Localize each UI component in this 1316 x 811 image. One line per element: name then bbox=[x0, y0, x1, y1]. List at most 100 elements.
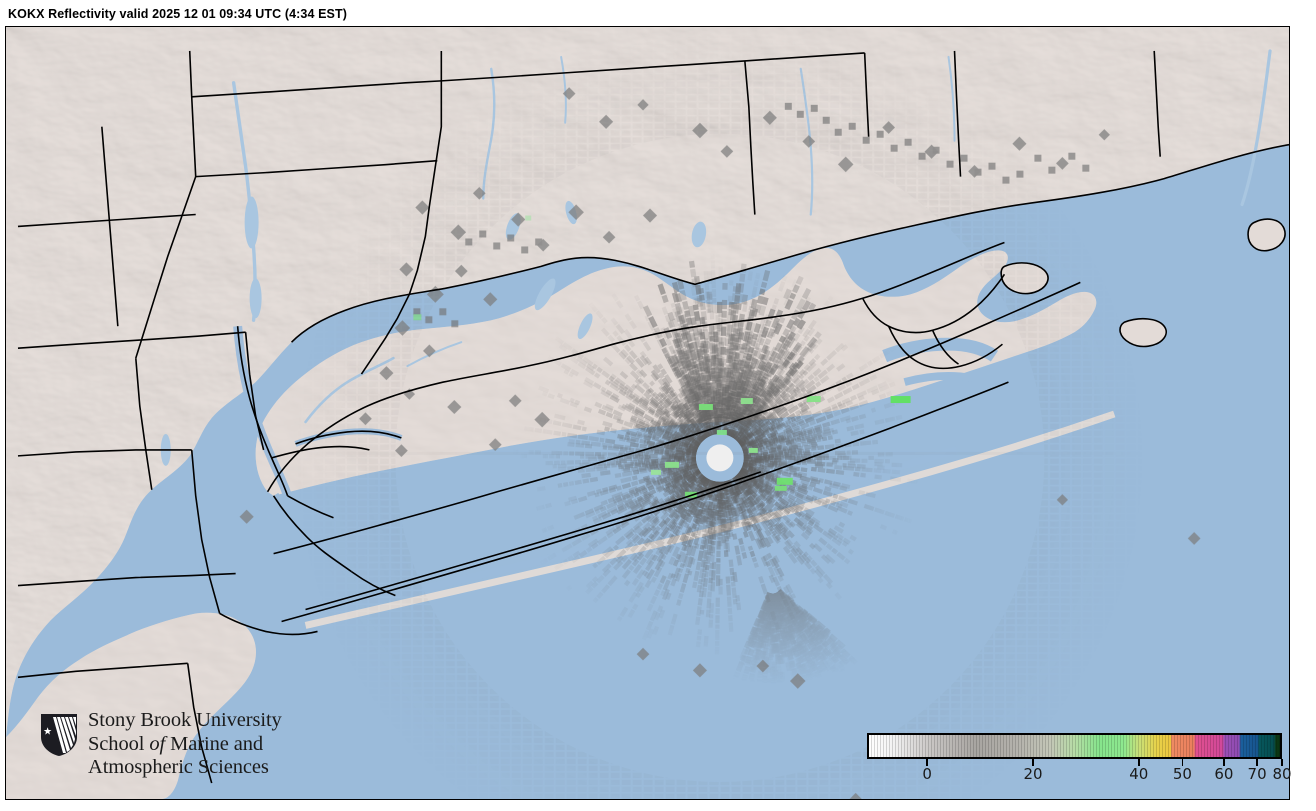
radar-gate bbox=[683, 522, 690, 529]
radar-gate bbox=[630, 415, 638, 422]
radar-gate bbox=[621, 491, 629, 499]
radar-gate bbox=[829, 482, 840, 490]
radar-gate bbox=[699, 544, 705, 550]
radar-gate bbox=[685, 427, 693, 435]
radar-gate bbox=[718, 514, 723, 524]
radar-gate bbox=[856, 464, 866, 469]
radar-gate bbox=[646, 568, 655, 580]
radar-gate bbox=[885, 452, 893, 457]
radar-gate bbox=[837, 455, 842, 460]
radar-gate bbox=[634, 496, 645, 505]
radar-gate bbox=[554, 460, 560, 466]
radar-gate bbox=[647, 408, 656, 416]
radar-gate bbox=[596, 574, 605, 584]
radar-gate bbox=[771, 530, 778, 536]
radar-gate bbox=[672, 470, 680, 478]
radar-map-canvas[interactable] bbox=[6, 27, 1289, 799]
radar-gate bbox=[635, 369, 644, 378]
stony-brook-logo: Stony Brook University School of Marine … bbox=[40, 709, 310, 789]
radar-gate bbox=[800, 467, 808, 473]
radar-gate bbox=[781, 460, 790, 466]
radar-gate bbox=[764, 504, 774, 514]
radar-gate bbox=[732, 598, 738, 605]
radar-gate bbox=[685, 461, 691, 467]
radar-gate bbox=[678, 327, 686, 340]
radar-gate bbox=[650, 369, 661, 380]
radar-gate bbox=[682, 396, 691, 408]
radar-gate bbox=[585, 580, 594, 589]
radar-gate bbox=[642, 475, 651, 482]
radar-gate bbox=[779, 501, 789, 510]
radar-gate bbox=[596, 591, 604, 599]
radar-gate bbox=[682, 511, 691, 521]
radar-gate bbox=[553, 358, 562, 367]
radar-gate bbox=[664, 353, 674, 365]
radar-gate bbox=[759, 516, 767, 525]
radar-gate bbox=[577, 434, 589, 440]
radar-gate bbox=[542, 454, 548, 459]
radar-gate bbox=[625, 531, 635, 540]
radar-gate bbox=[725, 576, 731, 584]
radar-gate bbox=[782, 496, 794, 506]
radar-gate bbox=[817, 577, 824, 584]
radar-gate bbox=[795, 546, 804, 556]
radar-gate bbox=[694, 341, 701, 350]
radar-gate bbox=[668, 533, 675, 539]
radar-gate bbox=[741, 510, 749, 522]
radar-gate bbox=[709, 603, 714, 614]
radar-gate bbox=[580, 532, 591, 541]
radar-gate bbox=[634, 408, 645, 417]
radar-gate bbox=[847, 460, 856, 466]
radar-gate bbox=[825, 543, 833, 551]
radar-gate bbox=[544, 502, 552, 509]
radar-gate bbox=[786, 486, 798, 495]
radar-gate bbox=[672, 399, 679, 407]
radar-gate bbox=[629, 543, 640, 553]
radar-gate bbox=[673, 336, 680, 345]
radar-gate bbox=[740, 520, 749, 533]
radar-gate bbox=[643, 356, 653, 366]
colorbar-ramp[interactable] bbox=[867, 733, 1282, 759]
radar-gate bbox=[817, 497, 828, 506]
radar-gate bbox=[656, 406, 667, 416]
radar-gate bbox=[660, 327, 669, 339]
radar-gate bbox=[842, 463, 847, 468]
radar-gate bbox=[700, 311, 708, 321]
radar-gate bbox=[624, 435, 631, 441]
radar-gate bbox=[723, 539, 728, 550]
radar-gate bbox=[853, 471, 860, 477]
radar-gate bbox=[712, 297, 717, 304]
radar-gate bbox=[718, 586, 723, 595]
radar-gate bbox=[679, 487, 690, 498]
radar-gate bbox=[764, 529, 772, 537]
radar-gate bbox=[545, 460, 553, 466]
radar-gate bbox=[846, 450, 851, 455]
radar-gate bbox=[766, 479, 774, 486]
radar-gate bbox=[721, 512, 726, 518]
radar-gate bbox=[814, 455, 823, 460]
radar-gate bbox=[794, 491, 805, 500]
radar-gate bbox=[629, 552, 638, 561]
radar-gate bbox=[751, 458, 762, 465]
radar-gate bbox=[655, 426, 665, 435]
radar-gate bbox=[683, 545, 690, 552]
radar-gate bbox=[582, 356, 594, 367]
radar-gate bbox=[679, 402, 687, 410]
radar-gate bbox=[652, 431, 662, 439]
radar-gate bbox=[651, 499, 660, 508]
radar-gate bbox=[677, 416, 685, 424]
radar-gate bbox=[592, 516, 603, 525]
radar-gate bbox=[652, 625, 660, 636]
radar-gate bbox=[763, 491, 775, 502]
radar-gate bbox=[672, 317, 679, 328]
radar-gate bbox=[778, 461, 788, 467]
radar-gate bbox=[813, 543, 823, 553]
radar-gate bbox=[751, 557, 758, 563]
radar-gate bbox=[710, 251, 715, 260]
radar-gate bbox=[746, 479, 757, 488]
radar-gate bbox=[623, 344, 632, 352]
radar-gate bbox=[787, 552, 798, 564]
radar-gate bbox=[645, 479, 652, 486]
radar-gate bbox=[649, 392, 656, 399]
radar-gate bbox=[779, 591, 786, 600]
